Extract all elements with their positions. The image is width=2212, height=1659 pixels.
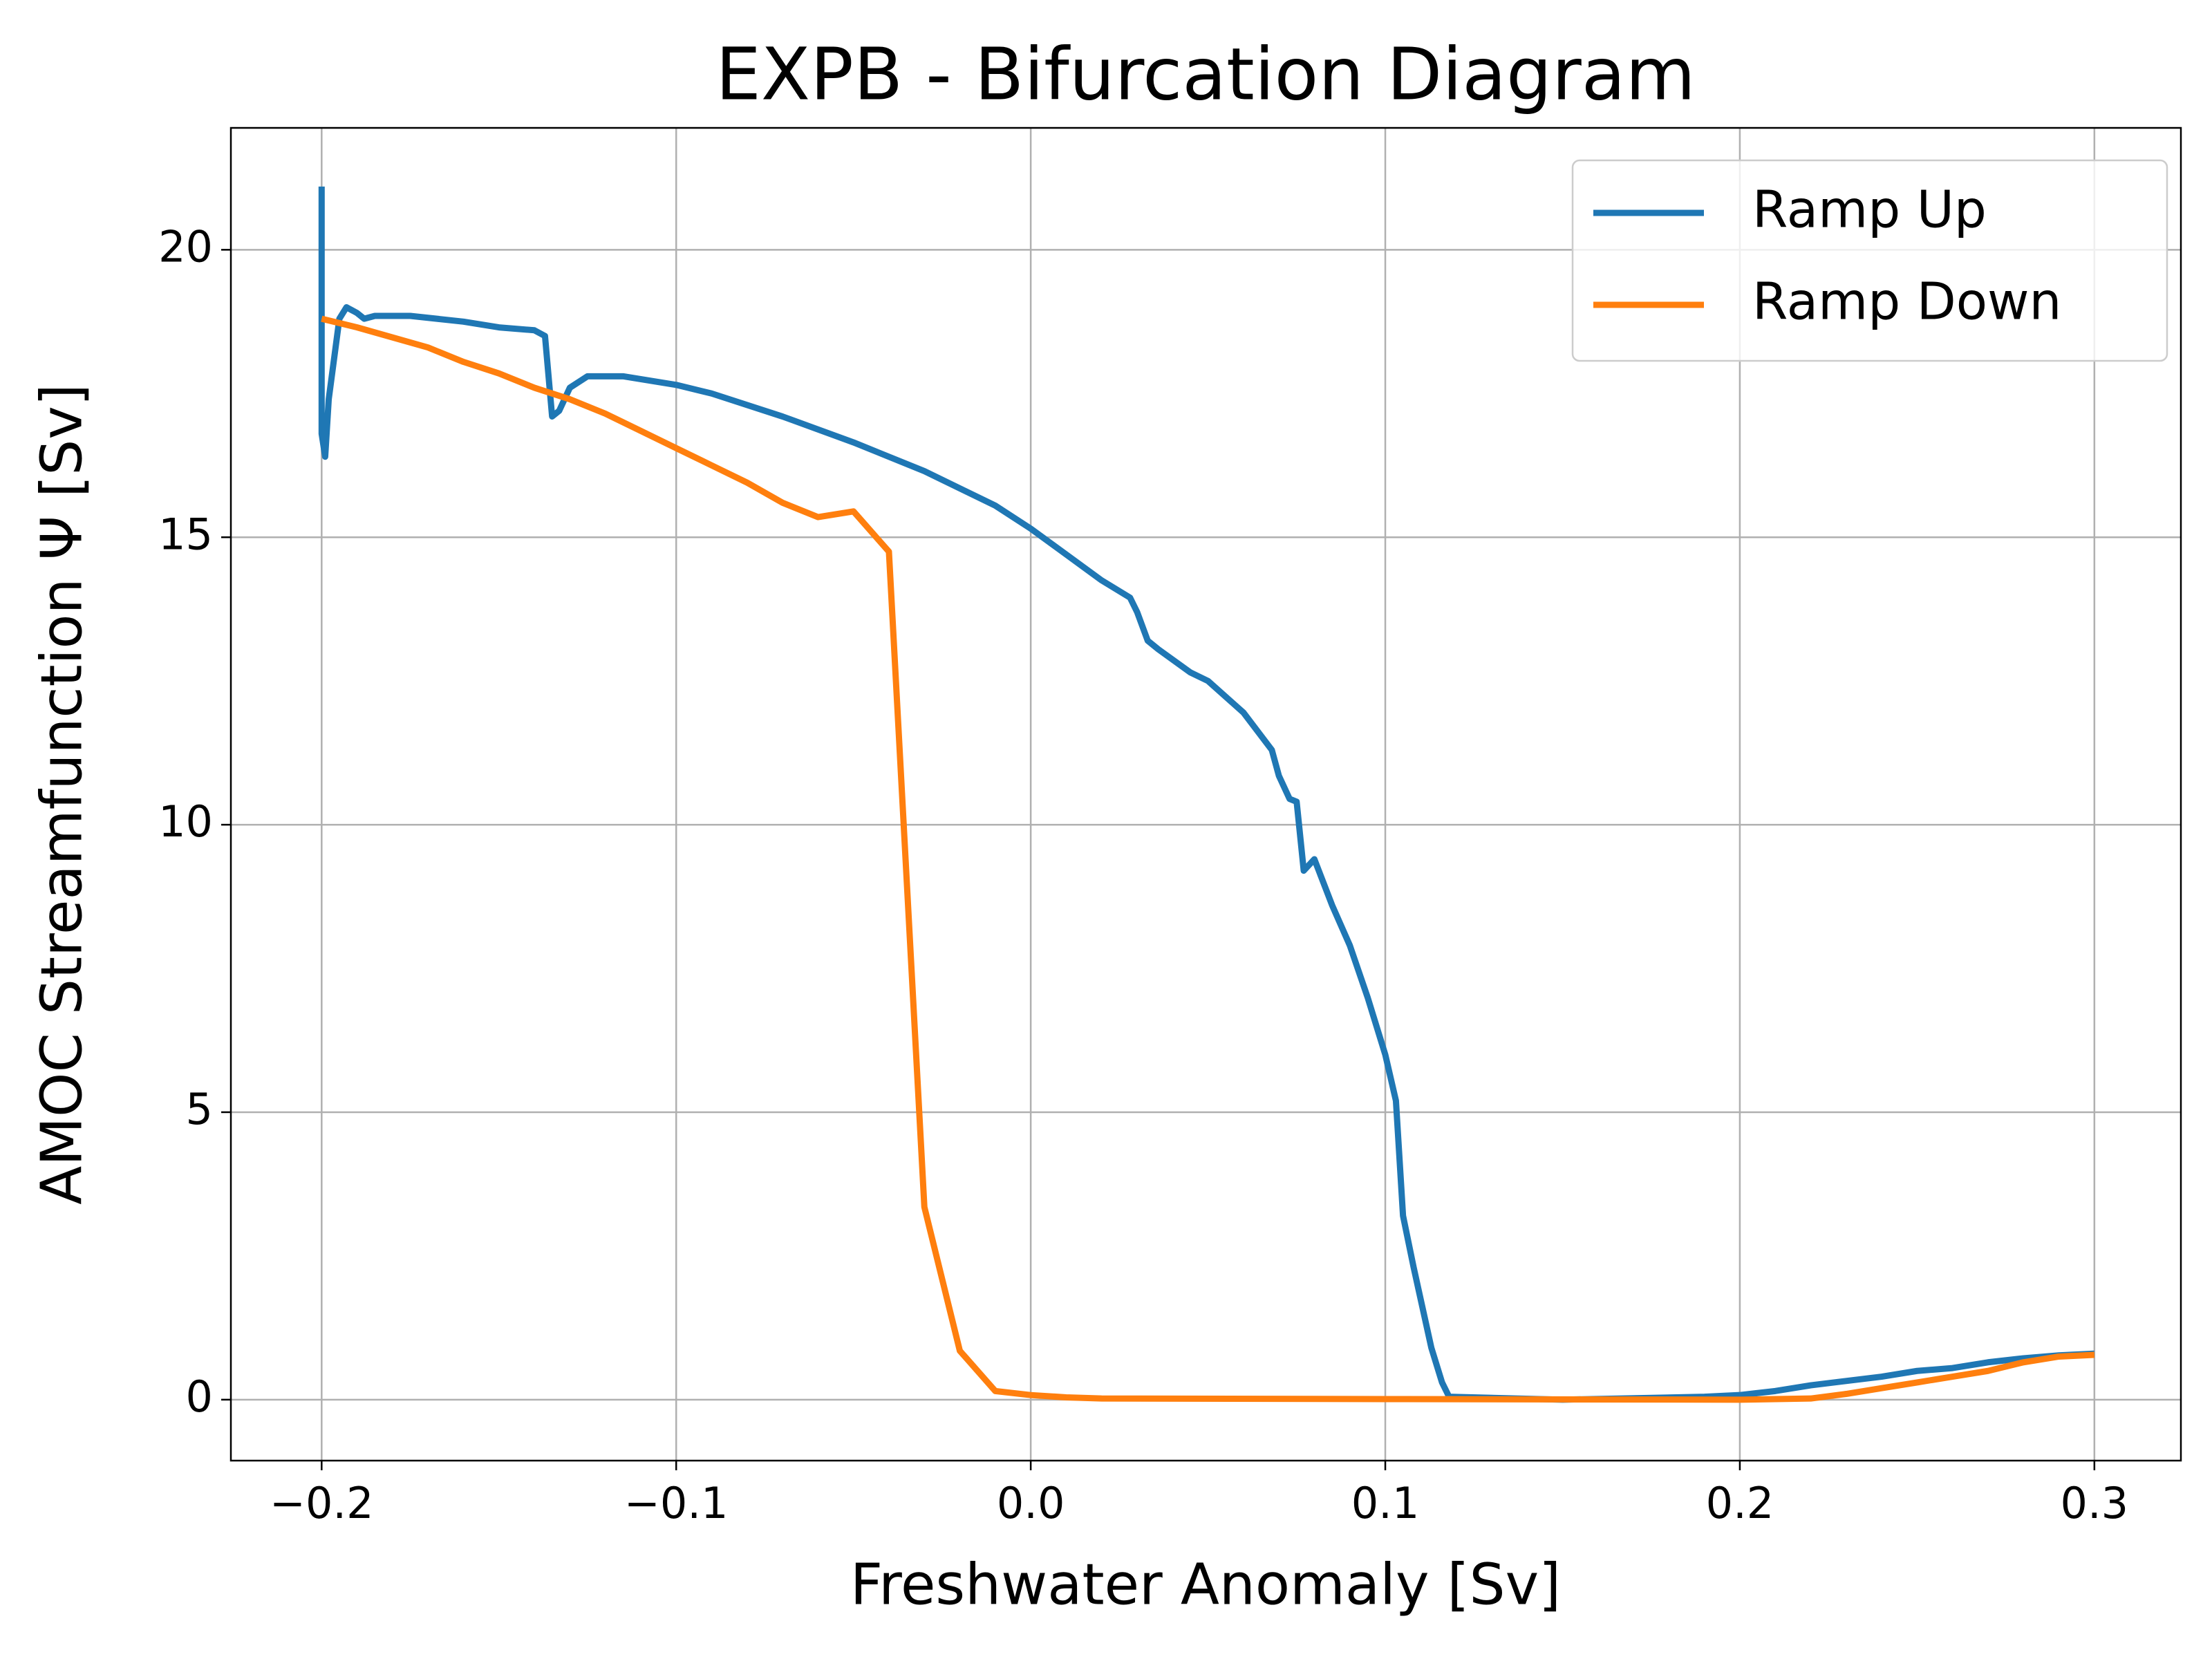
y-tick-label: 15 — [158, 509, 213, 559]
x-tick-label: −0.1 — [624, 1478, 729, 1528]
y-tick-label: 5 — [186, 1084, 213, 1134]
series-line — [321, 315, 2095, 1403]
y-tick-label: 20 — [158, 221, 213, 272]
y-tick-label: 0 — [186, 1371, 213, 1422]
y-tick-label: 10 — [158, 796, 213, 847]
x-axis-label: Freshwater Anomaly [Sv] — [850, 1552, 1561, 1618]
plot-lines — [318, 186, 2095, 1403]
x-tick-label: 0.3 — [2061, 1478, 2129, 1528]
chart-title: EXPB - Bifurcation Diagram — [715, 32, 1696, 116]
legend-label: Ramp Down — [1752, 272, 2061, 332]
x-tick-label: −0.2 — [270, 1478, 374, 1528]
axes: −0.2 −0.1 0.0 0.1 0.2 0.3 0 5 10 15 20 — [158, 126, 2182, 1528]
legend-label: Ramp Up — [1752, 180, 1987, 240]
plot-frame — [229, 126, 2182, 1462]
x-tick-label: 0.2 — [1706, 1478, 1774, 1528]
y-axis-label: AMOC Streamfunction Ψ [Sv] — [29, 384, 95, 1205]
x-tick-label: 0.0 — [997, 1478, 1065, 1528]
x-tick-label: 0.1 — [1351, 1478, 1420, 1528]
legend-box — [1571, 159, 2168, 362]
legend: Ramp Up Ramp Down — [1571, 159, 2168, 362]
